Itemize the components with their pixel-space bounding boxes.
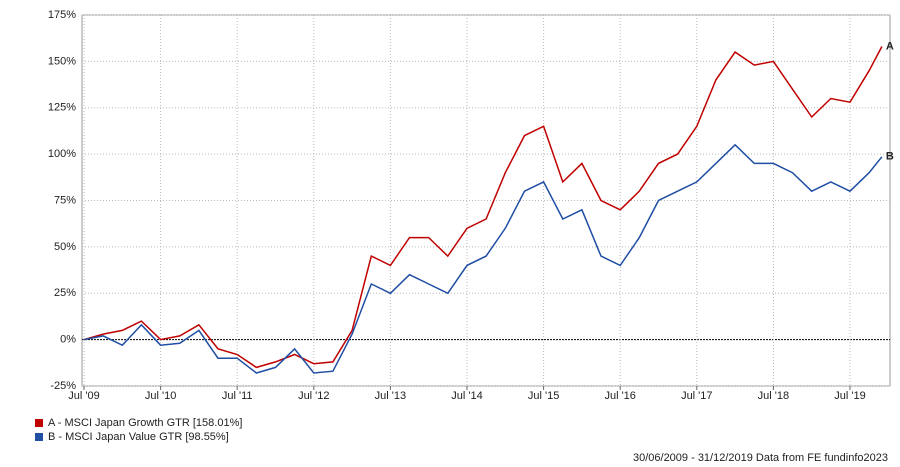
x-tick-label: Jul '11 xyxy=(222,390,253,402)
y-tick-label: 25% xyxy=(54,287,76,299)
x-tick-label: Jul '14 xyxy=(451,390,482,402)
y-tick-label: 0% xyxy=(60,334,76,346)
x-tick-label: Jul '15 xyxy=(528,390,559,402)
x-tick-label: Jul '13 xyxy=(375,390,406,402)
legend-swatch xyxy=(35,419,43,427)
series-end-label: B xyxy=(886,151,894,163)
series-end-label: A xyxy=(886,40,894,52)
x-tick-label: Jul '17 xyxy=(681,390,712,402)
y-tick-label: -25% xyxy=(50,380,76,392)
y-tick-label: 175% xyxy=(48,9,76,21)
y-tick-label: 100% xyxy=(48,148,76,160)
series-line xyxy=(83,46,883,369)
legend-label: B - MSCI Japan Value GTR [98.55%] xyxy=(48,431,229,443)
series-line xyxy=(83,143,883,374)
x-tick-label: Jul '10 xyxy=(145,390,176,402)
x-tick-label: Jul '16 xyxy=(604,390,635,402)
x-tick-label: Jul '12 xyxy=(298,390,329,402)
legend-label: A - MSCI Japan Growth GTR [158.01%] xyxy=(48,417,242,429)
footer: 30/06/2009 - 31/12/2019 Data from FE fun… xyxy=(633,452,888,464)
y-tick-label: 125% xyxy=(48,102,76,114)
legend-swatch xyxy=(35,433,43,441)
x-tick-label: Jul '18 xyxy=(758,390,789,402)
x-tick-label: Jul '19 xyxy=(834,390,865,402)
y-tick-label: 75% xyxy=(54,194,76,206)
y-tick-label: 50% xyxy=(54,241,76,253)
y-tick-label: 150% xyxy=(48,55,76,67)
x-tick-label: Jul '09 xyxy=(68,390,99,402)
